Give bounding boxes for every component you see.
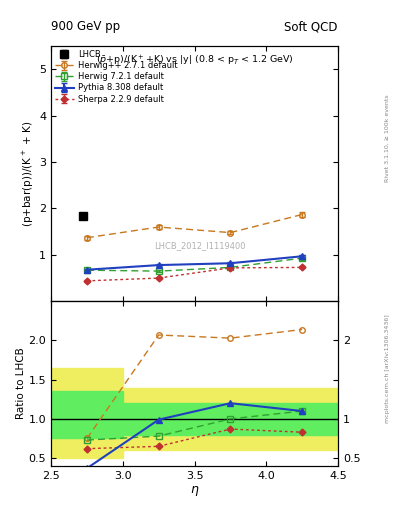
Text: Rivet 3.1.10, ≥ 100k events: Rivet 3.1.10, ≥ 100k events	[385, 94, 390, 182]
Text: mcplots.cern.ch [arXiv:1306.3436]: mcplots.cern.ch [arXiv:1306.3436]	[385, 314, 390, 423]
Bar	[123, 388, 338, 450]
Text: Soft QCD: Soft QCD	[285, 20, 338, 33]
Bar	[51, 368, 123, 458]
Bar	[51, 392, 123, 438]
Text: ($\bar{p}$+p)/(K$^+$+K) vs |y| (0.8 < p$_T$ < 1.2 GeV): ($\bar{p}$+p)/(K$^+$+K) vs |y| (0.8 < p$…	[95, 54, 294, 68]
X-axis label: $\eta$: $\eta$	[190, 483, 199, 498]
Text: LHCB_2012_I1119400: LHCB_2012_I1119400	[154, 241, 246, 250]
Y-axis label: (p+bar(p))/(K$^+$ + K): (p+bar(p))/(K$^+$ + K)	[21, 121, 36, 227]
Y-axis label: Ratio to LHCB: Ratio to LHCB	[16, 348, 26, 419]
Bar	[123, 403, 338, 435]
Legend: LHCB, Herwig++ 2.7.1 default, Herwig 7.2.1 default, Pythia 8.308 default, Sherpa: LHCB, Herwig++ 2.7.1 default, Herwig 7.2…	[53, 49, 179, 105]
Text: 900 GeV pp: 900 GeV pp	[51, 20, 120, 33]
